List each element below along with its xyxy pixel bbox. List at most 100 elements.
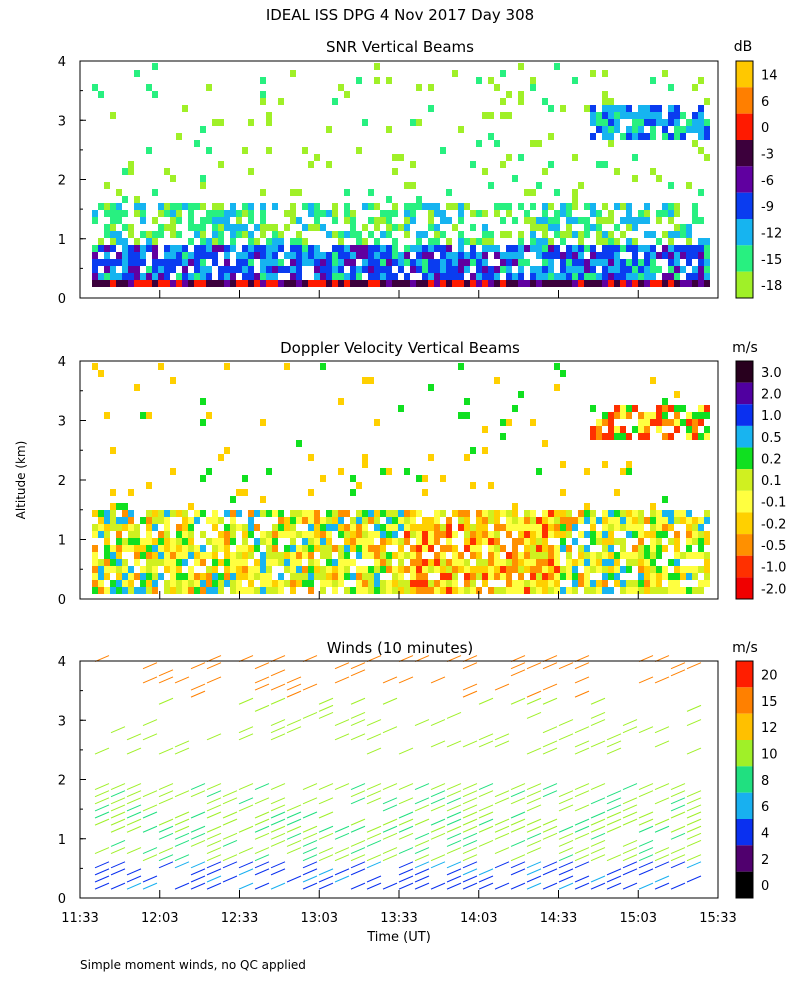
field-cell: [392, 252, 398, 259]
colorbar-label: 1.0: [761, 409, 782, 424]
field-cell: [230, 587, 236, 594]
field-cell: [134, 273, 140, 280]
field-cell: [632, 552, 638, 559]
wind-barb: [174, 740, 190, 748]
field-cell: [608, 133, 614, 140]
field-cell: [452, 531, 458, 538]
field-cell: [470, 482, 476, 489]
field-cell: [152, 273, 158, 280]
field-cell: [314, 266, 320, 273]
field-cell: [248, 545, 254, 552]
field-cell: [182, 105, 188, 112]
field-cell: [344, 545, 350, 552]
field-cell: [446, 531, 452, 538]
field-cell: [200, 266, 206, 273]
field-cell: [626, 203, 632, 210]
wind-barb: [382, 797, 398, 805]
field-cell: [476, 545, 482, 552]
wind-barb: [254, 797, 270, 805]
wind-barb: [462, 868, 478, 876]
field-cell: [434, 580, 440, 587]
field-cell: [356, 252, 362, 259]
wind-barb: [190, 683, 206, 691]
field-cell: [458, 566, 464, 573]
field-cell: [590, 280, 596, 287]
colorbar-swatch: [736, 425, 753, 448]
colorbar-swatch: [736, 219, 753, 246]
field-cell: [182, 517, 188, 524]
field-cell: [92, 245, 98, 252]
field-cell: [326, 273, 332, 280]
field-cell: [230, 566, 236, 573]
field-cell: [698, 252, 704, 259]
field-cell: [542, 280, 548, 287]
field-cell: [662, 405, 668, 412]
field-cell: [680, 224, 686, 231]
field-cell: [470, 245, 476, 252]
wind-barb: [622, 811, 638, 819]
field-cell: [668, 524, 674, 531]
wind-barb: [190, 861, 206, 869]
field-cell: [404, 182, 410, 189]
field-cell: [380, 245, 386, 252]
field-cell: [602, 119, 608, 126]
field-cell: [338, 273, 344, 280]
field-cell: [200, 273, 206, 280]
wind-barb: [158, 797, 174, 805]
field-cell: [662, 545, 668, 552]
field-cell: [236, 266, 242, 273]
field-cell: [140, 566, 146, 573]
field-cell: [332, 517, 338, 524]
wind-barb: [158, 861, 174, 869]
field-cell: [566, 531, 572, 538]
field-cell: [200, 573, 206, 580]
wind-barb: [638, 811, 654, 819]
field-cell: [254, 524, 260, 531]
field-cell: [476, 238, 482, 245]
field-cell: [656, 419, 662, 426]
wind-barb: [670, 804, 686, 812]
field-cell: [374, 252, 380, 259]
field-cell: [554, 559, 560, 566]
field-cell: [398, 266, 404, 273]
field-cell: [224, 524, 230, 531]
field-cell: [608, 140, 614, 147]
field-cell: [626, 266, 632, 273]
field-cell: [188, 552, 194, 559]
field-cell: [380, 468, 386, 475]
field-cell: [686, 419, 692, 426]
field-cell: [644, 552, 650, 559]
field-cell: [308, 161, 314, 168]
field-cell: [686, 412, 692, 419]
field-cell: [674, 559, 680, 566]
field-cell: [338, 510, 344, 517]
field-cell: [374, 510, 380, 517]
field-cell: [614, 517, 620, 524]
field-cell: [542, 524, 548, 531]
field-cell: [380, 266, 386, 273]
field-cell: [260, 496, 266, 503]
wind-barb: [574, 783, 590, 791]
field-cell: [572, 573, 578, 580]
field-cell: [512, 259, 518, 266]
field-cell: [692, 517, 698, 524]
field-cell: [356, 510, 362, 517]
field-cell: [620, 538, 626, 545]
field-cell: [536, 273, 542, 280]
wind-barb: [526, 697, 542, 705]
field-cell: [668, 419, 674, 426]
field-cell: [554, 552, 560, 559]
field-cell: [590, 224, 596, 231]
wind-barb: [222, 839, 238, 847]
wind-barb: [366, 733, 382, 741]
field-cell: [548, 203, 554, 210]
field-cell: [614, 266, 620, 273]
field-cell: [632, 126, 638, 133]
figure-title: IDEAL ISS DPG 4 Nov 2017 Day 308: [266, 6, 534, 24]
wind-barb: [366, 719, 382, 727]
field-cell: [584, 468, 590, 475]
field-cell: [236, 566, 242, 573]
y-tick-label: 2: [58, 474, 66, 489]
field-cell: [200, 552, 206, 559]
wind-barb: [334, 875, 350, 883]
